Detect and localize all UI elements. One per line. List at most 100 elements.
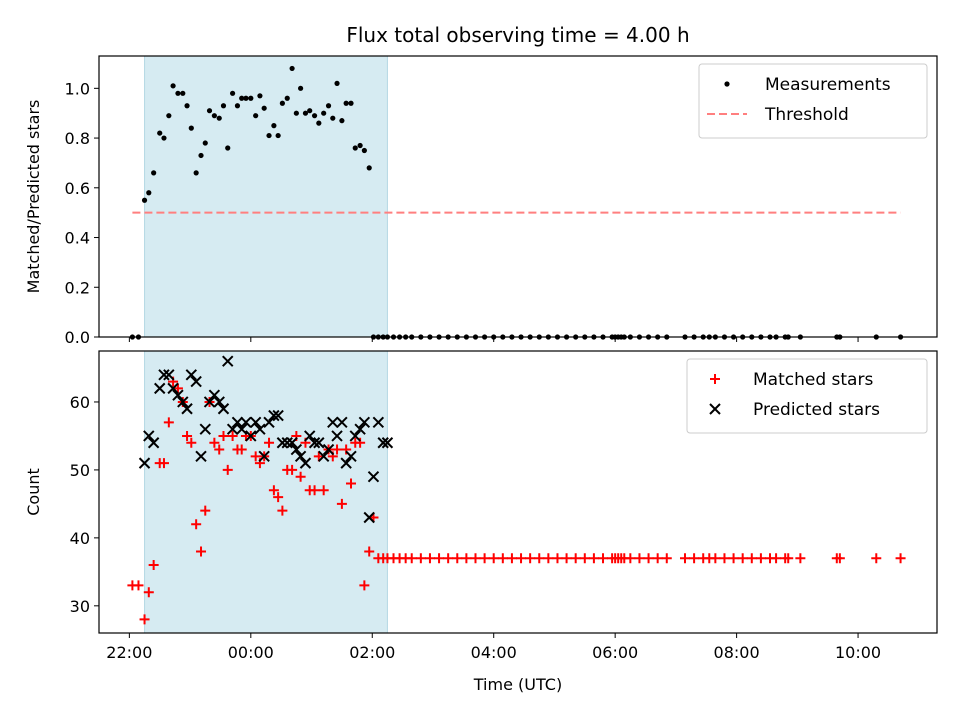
predicted-stars-point bbox=[147, 437, 160, 449]
matched-stars-point bbox=[424, 553, 435, 564]
x-tick-label: 08:00 bbox=[714, 643, 760, 662]
legend-marker-measurements bbox=[724, 81, 730, 87]
predicted-stars-point bbox=[235, 423, 248, 435]
matched-stars-point bbox=[148, 560, 159, 571]
measurements-point bbox=[321, 110, 327, 116]
top-panel: 0.0 0.2 0.4 0.6 0.8 1.0 Matched/Predicted star… bbox=[24, 55, 938, 347]
measurements-point bbox=[248, 95, 254, 101]
matched-stars-point bbox=[318, 485, 329, 496]
matched-stars-point bbox=[643, 553, 654, 564]
predicted-stars-point bbox=[163, 369, 175, 381]
measurements-point bbox=[234, 103, 241, 109]
matched-stars-point bbox=[516, 553, 527, 564]
predicted-stars-point bbox=[354, 423, 366, 435]
y-tick-label: 30 bbox=[70, 597, 90, 616]
matched-stars-point bbox=[406, 553, 417, 564]
matched-stars-point bbox=[250, 451, 261, 462]
measurements-point bbox=[175, 90, 181, 96]
measurements-point bbox=[357, 142, 363, 149]
predicted-stars-point bbox=[308, 437, 321, 449]
legend-marker-matched-stars bbox=[710, 374, 720, 384]
legend-label-threshold: Threshold bbox=[764, 105, 849, 125]
measurements-point bbox=[325, 103, 332, 109]
matched-stars-point bbox=[186, 437, 197, 448]
matched-stars-point bbox=[277, 505, 288, 516]
legend-marker-predicted-stars bbox=[709, 403, 721, 415]
predicted-stars-point bbox=[349, 430, 361, 442]
y-tick-label: 0.2 bbox=[65, 278, 90, 297]
matched-stars-point bbox=[552, 553, 563, 564]
matched-stars-point bbox=[534, 553, 545, 564]
predicted-stars-point bbox=[268, 409, 280, 422]
matched-stars-point bbox=[222, 464, 233, 475]
measurements-point bbox=[366, 165, 372, 171]
matched-stars-point bbox=[313, 451, 324, 462]
matched-stars-point bbox=[543, 553, 554, 564]
matched-stars-point bbox=[634, 553, 645, 564]
measurements-point bbox=[298, 85, 304, 91]
predicted-stars-point bbox=[327, 416, 339, 429]
matched-stars-point bbox=[158, 458, 169, 469]
x-tick-label: 10:00 bbox=[835, 643, 881, 662]
bottom-panel: 30 40 50 60 22:00 00:00 02:00 04:00 06:00 08:00 10… bbox=[24, 350, 938, 694]
predicted-stars-point bbox=[245, 430, 257, 442]
matched-stars-point bbox=[336, 498, 347, 509]
axes-frame bbox=[98, 55, 938, 338]
predicted-stars-point bbox=[336, 416, 348, 429]
predicted-stars-point bbox=[322, 443, 335, 456]
predicted-stars-point bbox=[172, 389, 184, 401]
predicted-stars-point bbox=[358, 416, 371, 429]
measurements-point bbox=[216, 115, 222, 121]
matched-stars-point bbox=[737, 553, 748, 564]
predicted-stars-point bbox=[263, 416, 275, 429]
measurements-point bbox=[151, 170, 157, 176]
predicted-stars-point bbox=[254, 423, 266, 435]
measurements-point bbox=[198, 152, 204, 159]
matched-stars-point bbox=[834, 553, 845, 564]
measurements-point bbox=[293, 110, 299, 116]
y-tick-label: 50 bbox=[70, 461, 90, 480]
matched-stars-point bbox=[625, 553, 636, 564]
matched-stars-point bbox=[332, 444, 343, 455]
matched-stars-point bbox=[287, 464, 298, 475]
measurements-point bbox=[193, 170, 199, 176]
measurements-point bbox=[202, 140, 208, 146]
legend-label-matched-stars: Matched stars bbox=[753, 370, 873, 390]
measurements-point bbox=[307, 108, 313, 114]
predicted-stars-point bbox=[222, 355, 234, 367]
predicted-stars-point bbox=[313, 437, 325, 449]
measurements-point bbox=[257, 93, 263, 99]
measurements-point bbox=[157, 130, 163, 136]
matched-stars-point bbox=[196, 546, 207, 557]
predicted-stars-point bbox=[281, 437, 293, 449]
matched-stars-point bbox=[182, 430, 193, 441]
matched-stars-point bbox=[452, 553, 463, 564]
predicted-stars-point bbox=[381, 437, 394, 449]
predicted-stars-point bbox=[195, 450, 207, 463]
predicted-stars-point bbox=[299, 457, 312, 469]
measurements-point bbox=[229, 90, 236, 96]
matched-stars-point bbox=[895, 553, 906, 564]
measurements-point bbox=[334, 80, 340, 86]
x-tick-label: 22:00 bbox=[106, 643, 152, 662]
x-tick-label: 04:00 bbox=[471, 643, 517, 662]
measurements-point bbox=[339, 118, 345, 124]
measurements-point bbox=[243, 95, 249, 101]
predicted-stars-point bbox=[143, 430, 155, 442]
predicted-stars-point bbox=[185, 369, 198, 381]
predicted-stars-point bbox=[272, 409, 284, 422]
matched-stars-point bbox=[346, 478, 357, 489]
measurements-point bbox=[352, 145, 358, 151]
measurements-point bbox=[180, 90, 186, 96]
matched-stars-point bbox=[755, 553, 766, 564]
measurements-point bbox=[261, 105, 267, 111]
measurements-point bbox=[206, 108, 213, 114]
matched-stars-point bbox=[728, 553, 739, 564]
matched-stars-point bbox=[570, 553, 581, 564]
y-tick-label: 0.0 bbox=[65, 328, 90, 347]
matched-stars-point bbox=[746, 553, 757, 564]
matched-stars-point bbox=[139, 614, 150, 625]
y-tick-label: 0.4 bbox=[65, 229, 90, 248]
y-tick-label: 0.8 bbox=[65, 129, 90, 148]
measurements-point bbox=[316, 120, 322, 126]
